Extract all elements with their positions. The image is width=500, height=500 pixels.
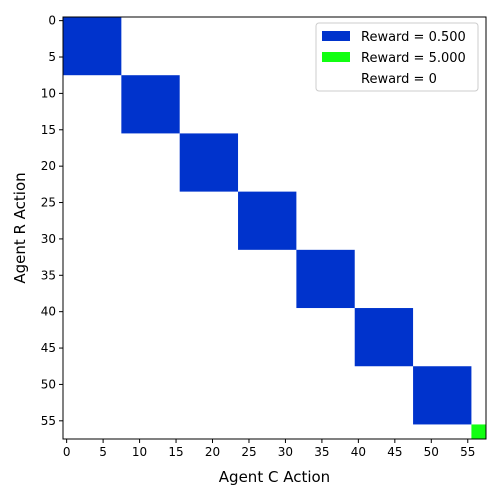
y-tick-label: 15 xyxy=(41,123,56,137)
x-axis-ticks: 0 5 10 15 20 25 30 35 40 45 50 55 xyxy=(63,439,475,459)
legend-entry: Reward = 0 xyxy=(361,72,437,87)
cell-series0-block5 xyxy=(354,308,414,367)
x-tick-label: 40 xyxy=(351,445,366,459)
plot-frame xyxy=(62,16,487,440)
y-tick-label: 35 xyxy=(41,268,56,282)
legend-entry: Reward = 5.000 xyxy=(361,51,466,66)
cell-series0-block2 xyxy=(179,133,239,192)
cell-series0-block4 xyxy=(296,249,355,309)
legend-entry: Reward = 0.500 xyxy=(361,30,466,45)
y-tick-label: 55 xyxy=(41,414,56,428)
x-tick-label: 5 xyxy=(99,445,107,459)
cell-series1-block0 xyxy=(471,424,486,439)
cell-series0-block0 xyxy=(63,17,122,76)
x-tick-label: 15 xyxy=(168,445,183,459)
x-tick-label: 10 xyxy=(132,445,147,459)
x-tick-label: 35 xyxy=(314,445,329,459)
y-axis-label: Agent R Action xyxy=(11,172,29,283)
y-tick-label: 20 xyxy=(41,159,56,173)
x-tick-label: 30 xyxy=(278,445,293,459)
x-tick-label: 20 xyxy=(205,445,220,459)
y-tick-label: 40 xyxy=(41,305,56,319)
cell-series0-block3 xyxy=(238,191,297,250)
x-tick-label: 55 xyxy=(460,445,475,459)
x-tick-label: 50 xyxy=(424,445,439,459)
legend-swatch xyxy=(322,73,350,83)
x-tick-label: 0 xyxy=(63,445,71,459)
y-tick-label: 25 xyxy=(41,196,56,210)
heatmap-cells xyxy=(63,17,486,439)
legend-swatch xyxy=(322,52,350,62)
x-tick-label: 25 xyxy=(241,445,256,459)
legend-frame xyxy=(315,22,479,92)
legend: Reward = 0.500 Reward = 5.000 Reward = 0 xyxy=(315,22,479,92)
y-tick-label: 45 xyxy=(41,341,56,355)
x-axis-label: Agent C Action xyxy=(219,468,330,486)
y-tick-label: 0 xyxy=(48,14,56,28)
y-tick-label: 10 xyxy=(41,86,56,100)
y-axis-ticks: 0 5 10 15 20 25 30 35 40 45 50 55 xyxy=(41,14,63,428)
x-tick-label: 45 xyxy=(387,445,402,459)
y-tick-label: 30 xyxy=(41,232,56,246)
cell-series0-block1 xyxy=(121,75,180,134)
y-tick-label: 5 xyxy=(48,50,56,64)
cell-series0-block6 xyxy=(413,366,472,425)
y-tick-label: 50 xyxy=(41,377,56,391)
legend-swatch xyxy=(322,31,350,41)
